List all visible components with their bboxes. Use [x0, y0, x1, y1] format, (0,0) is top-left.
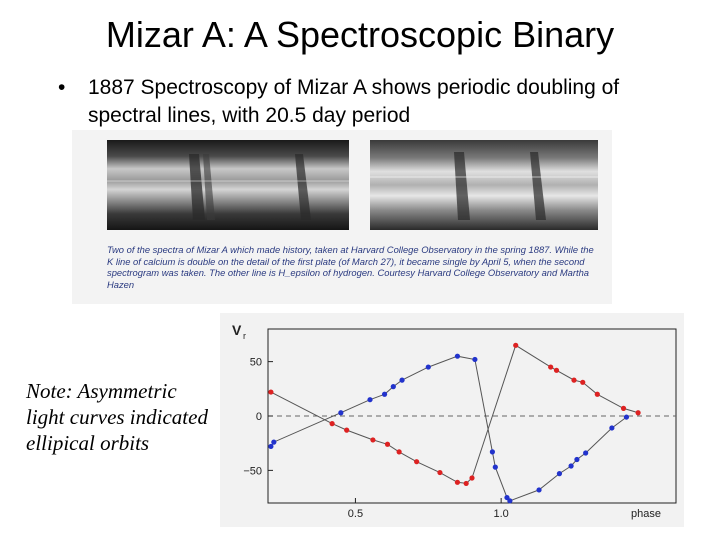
data-point — [489, 449, 495, 455]
data-point — [594, 391, 600, 397]
spectrum-plate-march — [107, 140, 349, 230]
data-point — [568, 463, 574, 469]
data-point — [469, 475, 475, 481]
data-point — [396, 449, 402, 455]
slide-title: Mizar A: A Spectroscopic Binary — [105, 14, 615, 55]
data-point — [463, 480, 469, 487]
data-point — [583, 450, 589, 456]
data-point — [609, 425, 615, 431]
fit-curve-2 — [270, 344, 639, 484]
radial-velocity-plot: 50 0 −50 0.5 1.0 phase V r — [232, 322, 677, 520]
data-point — [536, 487, 542, 493]
data-point — [268, 443, 274, 450]
data-point — [556, 471, 563, 477]
note-text: Note: Asymmetric light curves indicated … — [26, 379, 208, 455]
data-point — [367, 397, 373, 403]
spectrum-plate-april — [370, 140, 598, 230]
data-point — [580, 379, 586, 385]
data-point — [271, 439, 277, 445]
x-tick-label: 0.5 — [348, 508, 363, 520]
y-tick-label: 50 — [250, 357, 262, 369]
data-point — [437, 469, 443, 476]
data-point — [384, 441, 391, 447]
data-point — [513, 342, 519, 348]
data-point — [390, 384, 396, 390]
data-point — [370, 437, 376, 443]
x-axis-label: phase — [631, 508, 661, 520]
bullet-text: 1887 Spectroscopy of Mizar A shows perio… — [88, 76, 620, 127]
y-tick-label: −50 — [243, 465, 262, 477]
data-point — [553, 367, 560, 373]
y-axis-label: V — [232, 322, 242, 338]
data-point — [399, 377, 405, 383]
data-point — [381, 391, 388, 397]
spectra-caption: Two of the spectra of Mizar A which made… — [107, 244, 594, 290]
data-point — [623, 414, 630, 420]
data-point — [620, 405, 627, 411]
data-point — [635, 410, 641, 416]
data-point — [571, 377, 577, 383]
data-point — [574, 456, 580, 463]
data-point — [268, 389, 274, 395]
data-point — [414, 459, 420, 465]
x-tick-label: 1.0 — [493, 508, 508, 520]
y-axis-label-subscript: r — [243, 331, 246, 341]
data-point — [454, 353, 461, 359]
data-point — [548, 364, 554, 370]
data-point — [472, 356, 478, 363]
data-point — [344, 427, 350, 433]
data-point — [425, 364, 431, 370]
y-tick-label: 0 — [256, 411, 262, 423]
data-point — [338, 410, 344, 416]
spectra-image: Two of the spectra of Mizar A which made… — [72, 130, 612, 304]
data-point — [329, 421, 335, 427]
data-point — [454, 479, 461, 485]
bullet-icon: • — [58, 76, 66, 99]
data-point — [492, 464, 498, 470]
data-point — [507, 498, 513, 504]
